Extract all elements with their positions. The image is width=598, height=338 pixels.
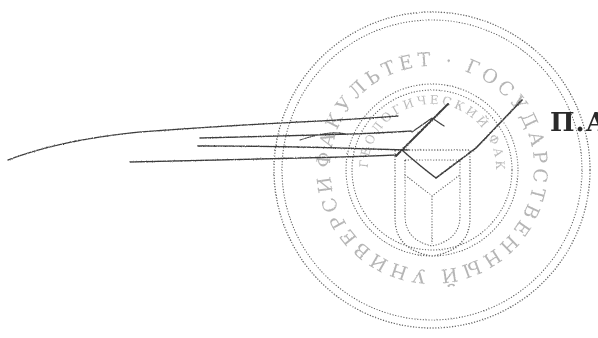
seal-outer-ring-2 — [281, 19, 583, 321]
seal-shield-emblem — [394, 149, 471, 257]
handwritten-signature — [7, 99, 523, 179]
handwritten-initials: П.А — [550, 108, 598, 138]
round-seal — [273, 11, 591, 329]
seal-shield-inner — [404, 159, 461, 247]
svg-text:ФАКУЛЬТЕТ · ГОСУДАРСТВЕННЫЙ УН: ФАКУЛЬТЕТ · ГОСУДАРСТВЕННЫЙ УНИВЕРСИТЕТ … — [0, 0, 547, 288]
seal-outer-ring — [273, 11, 591, 329]
seal-shield-chevron — [404, 174, 461, 197]
seal-legend: ФАКУЛЬТЕТ · ГОСУДАРСТВЕННЫЙ УНИВЕРСИТЕТ … — [0, 0, 547, 288]
seal-inner-ring-2 — [351, 89, 513, 251]
